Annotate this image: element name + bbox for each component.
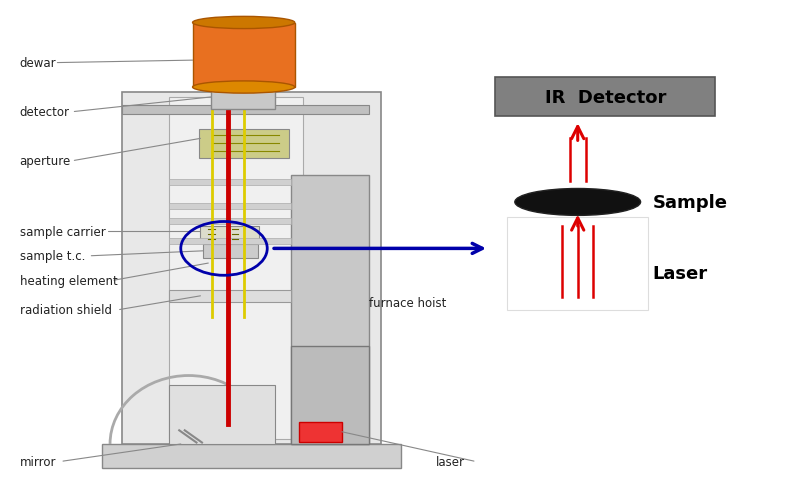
Bar (200, 227, 259, 242)
Bar (199, 129, 289, 159)
Bar (299, 422, 342, 442)
Ellipse shape (515, 189, 641, 216)
Text: detector: detector (20, 106, 70, 119)
Text: radiation shield: radiation shield (20, 304, 112, 316)
Bar (169, 386, 275, 444)
Text: laser: laser (436, 455, 465, 468)
Bar (169, 238, 291, 244)
Text: furnace hoist: furnace hoist (369, 296, 446, 309)
Bar (169, 290, 291, 303)
Bar (169, 219, 291, 224)
Bar (102, 444, 401, 468)
Text: heating element: heating element (20, 274, 117, 287)
Bar (203, 244, 258, 259)
Bar (193, 24, 295, 88)
Bar (495, 78, 715, 117)
Text: mirror: mirror (20, 455, 56, 468)
Bar (169, 180, 291, 185)
Text: Sample: Sample (652, 194, 727, 211)
Bar (507, 217, 648, 310)
Text: aperture: aperture (20, 155, 71, 167)
Text: sample t.c.: sample t.c. (20, 250, 85, 263)
Bar (291, 346, 369, 444)
Ellipse shape (193, 81, 295, 94)
Bar (291, 176, 369, 444)
Bar (169, 204, 291, 210)
Text: dewar: dewar (20, 57, 57, 70)
Ellipse shape (193, 17, 295, 30)
Text: IR  Detector: IR Detector (545, 89, 666, 106)
Text: Laser: Laser (652, 264, 707, 282)
Bar (169, 98, 303, 439)
Bar (211, 85, 275, 110)
Bar (122, 93, 381, 444)
Text: sample carrier: sample carrier (20, 225, 105, 238)
Bar (122, 106, 369, 115)
